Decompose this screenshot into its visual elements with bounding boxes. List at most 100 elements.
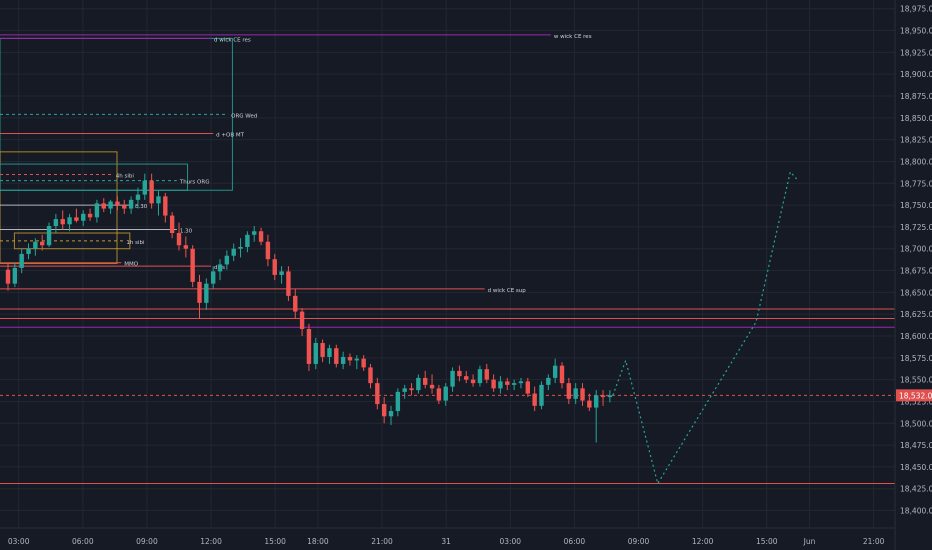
candle-body: [190, 248, 195, 282]
candle-body: [142, 180, 147, 195]
candle-body: [559, 365, 565, 384]
candle-body: [74, 217, 79, 221]
price-tick-label: 18,475.00: [900, 441, 932, 450]
price-tick-label: 18,500.00: [900, 419, 932, 428]
candle-body: [573, 388, 578, 399]
time-tick-label: 03:00: [8, 537, 30, 546]
candle-body: [265, 241, 271, 260]
price-tick-label: 18,825.00: [900, 136, 932, 145]
candle-body: [546, 377, 551, 385]
zone-box: [0, 163, 189, 191]
candle-body: [498, 381, 503, 389]
candle-body: [320, 342, 325, 357]
candle-body: [313, 342, 318, 364]
price-tick-label: 18,975.00: [900, 5, 932, 14]
price-tick-label: 18,575.00: [900, 354, 932, 363]
level-label: 8.30: [135, 204, 148, 210]
candle-body: [5, 269, 11, 284]
candle-body: [231, 248, 236, 256]
candle-body: [402, 388, 407, 392]
level-label: MMO: [124, 262, 138, 268]
candle-body: [258, 231, 264, 242]
level-label: 1h sibi: [126, 240, 145, 246]
grid: [0, 0, 895, 528]
candle-body: [375, 383, 380, 405]
candle-body: [334, 348, 339, 364]
candle-body: [67, 217, 72, 225]
candle-body: [361, 358, 366, 368]
time-tick-label: Jun: [803, 537, 816, 546]
candle-body: [525, 381, 531, 394]
candle-body: [217, 264, 223, 272]
price-tick-label: 18,775.00: [900, 179, 932, 188]
price-tick-label: 18,650.00: [900, 288, 932, 297]
time-tick-label: 12:00: [200, 537, 222, 546]
candle-body: [94, 203, 100, 218]
candle-body: [511, 383, 517, 385]
time-axis[interactable]: 03:00 06:00 09:00 12:00 15:00 18:00 21:00 31 03:…: [0, 527, 895, 546]
candle-body: [87, 213, 93, 218]
price-tick-label: 18,850.00: [900, 114, 932, 123]
candle-body: [368, 367, 373, 384]
candle-body: [115, 201, 120, 206]
price-tick-label: 18,550.00: [900, 376, 932, 385]
last-price-tag: [896, 389, 932, 402]
candle-body: [327, 348, 332, 357]
candle-body: [477, 369, 483, 384]
level-label: 4h sibi: [116, 174, 135, 180]
candle-body: [19, 253, 24, 268]
candle-body: [539, 384, 544, 406]
price-tick-label: 18,750.00: [900, 201, 932, 210]
price-tick-label: 18,900.00: [900, 70, 932, 79]
candle-body: [39, 241, 45, 246]
candle-body: [450, 370, 455, 387]
candle-body: [409, 388, 414, 391]
candle-body: [12, 267, 18, 284]
time-tick-label: 03:00: [499, 537, 521, 546]
time-tick-label: 09:00: [136, 537, 158, 546]
price-tick-label: 18,925.00: [900, 48, 932, 57]
candle-body: [122, 205, 127, 209]
candle-body: [245, 234, 250, 247]
time-tick-label: 15:00: [756, 537, 778, 546]
candle-body: [149, 180, 154, 204]
candle-body: [436, 388, 442, 401]
time-tick-label: 15:00: [264, 537, 286, 546]
candle-body: [81, 213, 86, 221]
candle-body: [101, 203, 106, 209]
candle-body: [156, 196, 161, 204]
projection-path: [612, 170, 798, 486]
candle-body: [183, 245, 189, 249]
level-label: w wick CE res: [554, 34, 592, 40]
candle-body: [470, 379, 476, 384]
price-tick-label: 18,400.00: [900, 507, 932, 516]
price-tick-label: 18,725.00: [900, 223, 932, 232]
candle-body: [197, 281, 202, 303]
candle-body: [293, 295, 298, 312]
candle-body: [347, 356, 353, 361]
candle-body: [566, 383, 572, 399]
candle-body: [600, 395, 606, 398]
candle-body: [593, 395, 599, 408]
price-tick-label: 18,525.00: [900, 397, 932, 406]
candle-body: [395, 391, 401, 412]
time-tick-label: 09:00: [628, 537, 650, 546]
price-axis[interactable]: 18,975.00 18,950.00 18,925.00 18,900.00 18,8…: [894, 0, 932, 550]
candle-body: [135, 194, 141, 200]
candle-body: [33, 241, 38, 249]
time-tick-label: 06:00: [72, 537, 94, 546]
candle-body: [286, 271, 291, 296]
level-label: Thurs ORG: [179, 180, 210, 186]
price-tick-label: 18,950.00: [900, 27, 932, 36]
candle-body: [464, 376, 469, 380]
price-tick-label: 18,875.00: [900, 92, 932, 101]
price-tick-label: 18,450.00: [900, 463, 932, 472]
level-label: 1.30: [180, 229, 193, 235]
candle-body: [108, 201, 113, 209]
candle-body: [306, 329, 312, 364]
time-tick-label: 06:00: [564, 537, 586, 546]
time-tick-label: 18:00: [307, 537, 329, 546]
candle-body: [272, 259, 277, 275]
